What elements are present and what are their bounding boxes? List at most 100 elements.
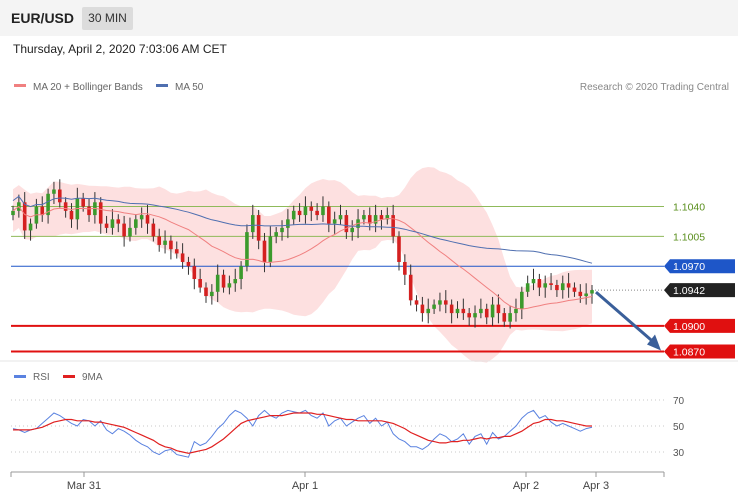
legend-ma50-label: MA 50 bbox=[175, 82, 204, 93]
candle-body bbox=[438, 300, 442, 305]
candle-body bbox=[432, 304, 436, 309]
candle-body bbox=[408, 274, 413, 301]
legend-rsi-label: RSI bbox=[33, 372, 50, 383]
candle-body bbox=[63, 202, 68, 211]
candle-body bbox=[280, 227, 284, 233]
candle-body bbox=[221, 274, 226, 288]
candle-body bbox=[531, 279, 536, 284]
candle-body bbox=[52, 189, 56, 194]
candle-body bbox=[163, 240, 167, 245]
header-bar: EUR/USD 30 MIN bbox=[0, 0, 738, 36]
candle-body bbox=[11, 210, 15, 216]
rsi-ma-line bbox=[13, 412, 592, 454]
candle-body bbox=[572, 287, 577, 292]
candle-body bbox=[262, 240, 267, 262]
candle-body bbox=[274, 232, 278, 237]
legend-9ma-label: 9MA bbox=[82, 372, 103, 383]
candle-body bbox=[327, 206, 331, 224]
candle-body bbox=[502, 313, 507, 322]
level-label-1.1040: 1.1040 bbox=[673, 202, 705, 214]
candle-body bbox=[69, 210, 74, 220]
candle-body bbox=[479, 308, 483, 314]
candle-body bbox=[350, 227, 355, 233]
time-label-Apr-3: Apr 3 bbox=[583, 480, 609, 492]
forecast-arrow-head bbox=[647, 334, 661, 351]
candle-body bbox=[379, 215, 384, 220]
candle-body bbox=[297, 210, 302, 216]
candle-body bbox=[508, 313, 512, 322]
candle-body bbox=[198, 279, 202, 288]
candle-body bbox=[81, 198, 85, 207]
candle-body bbox=[344, 215, 349, 233]
candle-body bbox=[227, 283, 232, 288]
candle-body bbox=[391, 215, 395, 237]
candle-body bbox=[151, 223, 156, 237]
candle-body bbox=[520, 291, 524, 309]
candle-body bbox=[309, 206, 314, 211]
forecast-arrow-shaft bbox=[595, 290, 655, 344]
candle-body bbox=[414, 300, 419, 305]
symbol-title: EUR/USD bbox=[11, 10, 75, 26]
legend-ma50-swatch bbox=[156, 84, 168, 87]
bollinger-bands bbox=[13, 167, 592, 363]
candle-body bbox=[303, 206, 308, 216]
candle-body bbox=[385, 215, 390, 220]
rsi-tick-50: 50 bbox=[673, 422, 685, 433]
moving-averages bbox=[12, 195, 593, 310]
level-label-1.1005: 1.1005 bbox=[673, 231, 705, 243]
candle-body bbox=[116, 219, 121, 224]
copyright-text: Research © 2020 Trading Central bbox=[580, 82, 729, 93]
candle-body bbox=[367, 215, 372, 224]
legend-9ma-swatch bbox=[63, 375, 75, 378]
candle-body bbox=[104, 223, 109, 228]
candle-body bbox=[22, 202, 27, 231]
forecast-arrow bbox=[595, 290, 661, 351]
candle-body bbox=[420, 304, 425, 314]
level-tag-1.0942 bbox=[664, 283, 735, 298]
candle-body bbox=[174, 249, 179, 254]
candle-body bbox=[28, 223, 33, 231]
candle-body bbox=[250, 215, 255, 233]
candle-body bbox=[525, 283, 530, 292]
candle-body bbox=[87, 206, 91, 216]
candle-body bbox=[315, 210, 319, 216]
candle-body bbox=[537, 279, 542, 288]
candle-body bbox=[139, 215, 144, 220]
legend-ma20-label: MA 20 + Bollinger Bands bbox=[33, 82, 143, 93]
candle-body bbox=[332, 219, 337, 224]
candle-body bbox=[128, 227, 132, 237]
level-label-1.0900: 1.0900 bbox=[673, 321, 705, 333]
candle-body bbox=[321, 206, 325, 216]
candle-body bbox=[578, 291, 583, 297]
level-label-1.0942: 1.0942 bbox=[673, 285, 705, 297]
candle-body bbox=[473, 313, 477, 318]
candle-body bbox=[461, 308, 466, 314]
candle-body bbox=[549, 283, 553, 285]
candle-body bbox=[186, 261, 191, 267]
candle-body bbox=[496, 304, 501, 314]
candle-body bbox=[338, 215, 343, 220]
rsi-tick-70: 70 bbox=[673, 396, 685, 407]
candle-body bbox=[560, 283, 565, 291]
candle-body bbox=[514, 308, 518, 314]
chart-datetime: Thursday, April 2, 2020 7:03:06 AM CET bbox=[13, 42, 227, 56]
candle-body bbox=[584, 293, 588, 297]
ma20-line bbox=[12, 205, 593, 310]
candle-body bbox=[362, 215, 366, 220]
candle-body bbox=[122, 223, 126, 237]
rsi-line bbox=[12, 409, 593, 458]
candle-body bbox=[286, 219, 290, 228]
candle-body bbox=[566, 283, 571, 288]
timeframe-badge[interactable]: 30 MIN bbox=[82, 7, 133, 30]
candle-body bbox=[110, 219, 115, 228]
legend-ma20-swatch bbox=[14, 84, 26, 87]
candle-body bbox=[268, 236, 273, 262]
candle-body bbox=[57, 189, 62, 203]
level-label-1.0970: 1.0970 bbox=[673, 261, 705, 273]
candle-body bbox=[543, 283, 548, 288]
level-tag-1.0970 bbox=[664, 259, 735, 274]
candle-body bbox=[169, 240, 173, 250]
time-label-Apr-1: Apr 1 bbox=[292, 480, 318, 492]
candle-body bbox=[397, 236, 401, 262]
